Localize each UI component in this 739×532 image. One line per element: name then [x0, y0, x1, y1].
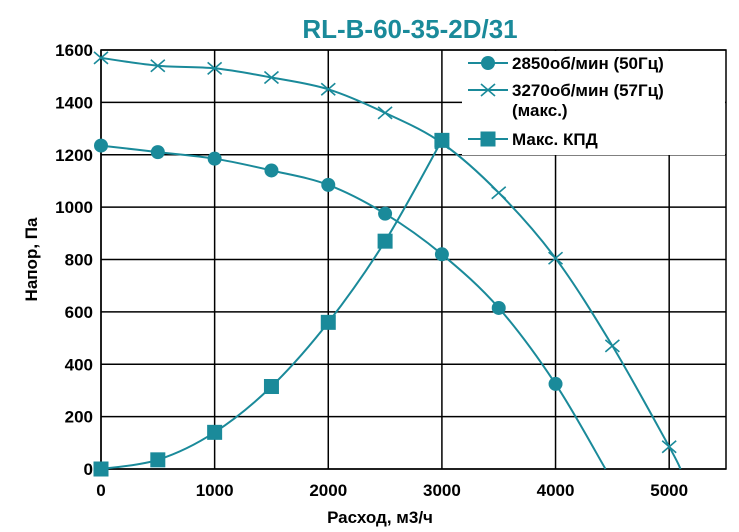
series-3-point	[434, 132, 450, 148]
series-2-point	[150, 59, 166, 73]
legend-label-1: 2850об/мин (50Гц)	[512, 54, 664, 73]
x-tick-labels: 0 1000 2000 3000 4000 5000	[96, 481, 688, 500]
series-3-point	[207, 424, 223, 440]
plot-frame	[100, 49, 727, 470]
y-tick-label: 200	[65, 408, 93, 427]
y-tick-label: 1000	[55, 198, 93, 217]
y-tick-label: 1400	[55, 93, 93, 112]
y-tick-label: 800	[65, 251, 93, 270]
x-tick-label: 2000	[309, 481, 347, 500]
y-tick-labels: 0 200 400 600 800 1000 1200 1400 1600	[55, 41, 93, 479]
legend: 2850об/мин (50Гц) 3270об/мин (57Гц)(макс.…	[462, 51, 725, 155]
x-axis-label: Расход, м3/ч	[327, 508, 433, 527]
series-3-point	[93, 461, 109, 477]
x-tick-label: 5000	[650, 481, 688, 500]
y-tick-label: 1200	[55, 146, 93, 165]
legend-label-2: 3270об/мин (57Гц)	[512, 81, 664, 100]
y-tick-label: 600	[65, 303, 93, 322]
series-2-point	[491, 186, 507, 200]
series-1-point	[321, 177, 336, 192]
series-line-3	[100, 139, 443, 470]
x-tick-label: 0	[96, 481, 105, 500]
series-1-point	[94, 138, 108, 153]
legend-box	[462, 51, 725, 155]
legend-marker-1	[481, 56, 495, 70]
series-2-point	[377, 106, 393, 120]
legend-marker-3	[480, 131, 496, 147]
x-tick-label: 1000	[196, 481, 234, 500]
series-1-point	[434, 247, 449, 262]
series-1-point	[548, 376, 563, 391]
series-2-point	[320, 82, 336, 96]
series-line-1	[100, 144, 607, 470]
series-1-point	[378, 206, 393, 221]
series-2-point	[661, 440, 677, 454]
legend-label-3: Макс. КПД	[512, 130, 598, 149]
series-2-point	[263, 70, 279, 85]
y-axis-label: Напор, Па	[22, 217, 41, 301]
series-2-point	[93, 51, 109, 65]
y-tick-label: 400	[65, 355, 93, 374]
legend-label-2-line2: (макс.)	[512, 101, 568, 120]
series-3-point	[377, 233, 393, 249]
series-1-point	[207, 151, 222, 166]
series-markers	[93, 51, 677, 477]
series-1-point	[264, 163, 279, 178]
chart-title: RL-B-60-35-2D/31	[302, 14, 517, 44]
series-3-point	[320, 314, 336, 330]
y-tick-label: 0	[84, 460, 93, 479]
legend-marker-2	[480, 83, 496, 97]
series-3-point	[150, 452, 166, 468]
series-2-point	[207, 61, 223, 75]
x-tick-label: 4000	[537, 481, 575, 500]
x-tick-label: 3000	[423, 481, 461, 500]
series-2-point	[548, 251, 564, 265]
series-2-point	[604, 339, 620, 353]
series-1-point	[491, 300, 506, 315]
y-tick-label: 1600	[55, 41, 93, 60]
series-1-point	[150, 145, 165, 160]
series-3-point	[263, 379, 279, 395]
